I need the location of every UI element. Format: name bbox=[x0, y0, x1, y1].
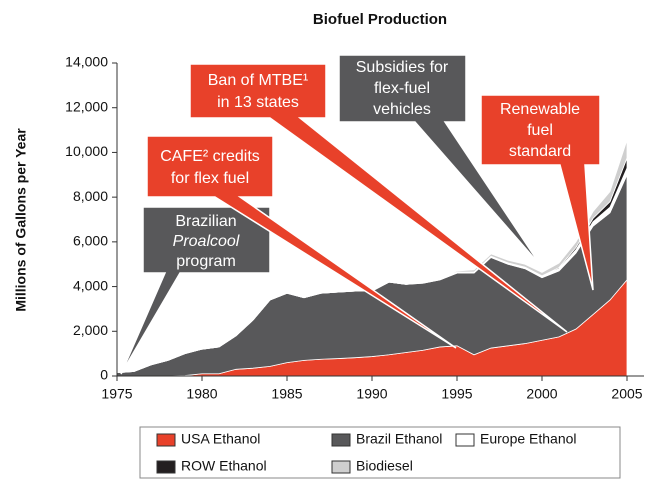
annotation-text: Brazilian bbox=[175, 213, 236, 230]
chart-title: Biofuel Production bbox=[313, 11, 447, 28]
x-tick-label: 1985 bbox=[271, 386, 302, 402]
legend-swatch bbox=[455, 433, 475, 447]
annotation-text: fuel bbox=[527, 122, 553, 139]
y-tick-label: 8,000 bbox=[73, 188, 108, 204]
x-tick-label: 1975 bbox=[101, 386, 132, 402]
legend-label: Brazil Ethanol bbox=[356, 431, 442, 447]
x-tick-label: 1980 bbox=[186, 386, 217, 402]
legend-swatch bbox=[156, 433, 176, 447]
y-tick-label: 4,000 bbox=[73, 277, 108, 293]
y-tick-label: 10,000 bbox=[65, 143, 108, 159]
y-axis-label: Millions of Gallons per Year bbox=[13, 128, 29, 312]
annotation-text: Ban of MTBE¹ bbox=[208, 72, 308, 89]
legend-label: USA Ethanol bbox=[181, 431, 260, 447]
callout bbox=[146, 135, 457, 349]
y-tick-label: 6,000 bbox=[73, 233, 108, 249]
x-tick-label: 1995 bbox=[441, 386, 472, 402]
callout bbox=[189, 63, 568, 333]
legend-swatch bbox=[331, 433, 351, 447]
annotations: Brazilian Proalcool program CAFE² credit… bbox=[120, 54, 601, 375]
legend-frame bbox=[139, 426, 621, 479]
annotation-text: Subsidies for bbox=[356, 59, 449, 76]
y-tick-label: 14,000 bbox=[65, 54, 108, 70]
callout bbox=[338, 54, 542, 267]
callout bbox=[480, 94, 601, 291]
plot-area: 0 2,000 4,000 6,000 8,000 10,000 12,000 14,000 1… bbox=[65, 54, 644, 402]
annotation-text: CAFE² credits bbox=[160, 148, 260, 165]
legend: USA Ethanol Brazil Ethanol Europe Ethanol R… bbox=[156, 431, 577, 474]
annotation-text: Proalcool bbox=[173, 233, 240, 250]
legend-label: ROW Ethanol bbox=[181, 458, 267, 474]
annotation-text: vehicles bbox=[373, 101, 431, 118]
annotation-text: flex-fuel bbox=[374, 80, 430, 97]
legend-label: Biodiesel bbox=[356, 458, 413, 474]
x-tick-label: 2000 bbox=[526, 386, 557, 402]
annotation-text: for flex fuel bbox=[171, 170, 249, 187]
annotation-text: in 13 states bbox=[217, 94, 299, 111]
y-tick-label: 0 bbox=[100, 367, 108, 383]
legend-label: Europe Ethanol bbox=[480, 431, 577, 447]
y-tick-label: 12,000 bbox=[65, 98, 108, 114]
x-tick-label: 1990 bbox=[356, 386, 387, 402]
annotation-text: standard bbox=[509, 143, 571, 160]
x-tick-label: 2005 bbox=[611, 386, 642, 402]
annotation-text: program bbox=[176, 253, 236, 270]
y-tick-label: 2,000 bbox=[73, 322, 108, 338]
legend-swatch bbox=[156, 460, 176, 474]
legend-swatch bbox=[331, 460, 351, 474]
annotation-text: Renewable bbox=[500, 101, 580, 118]
area bbox=[116, 140, 628, 374]
